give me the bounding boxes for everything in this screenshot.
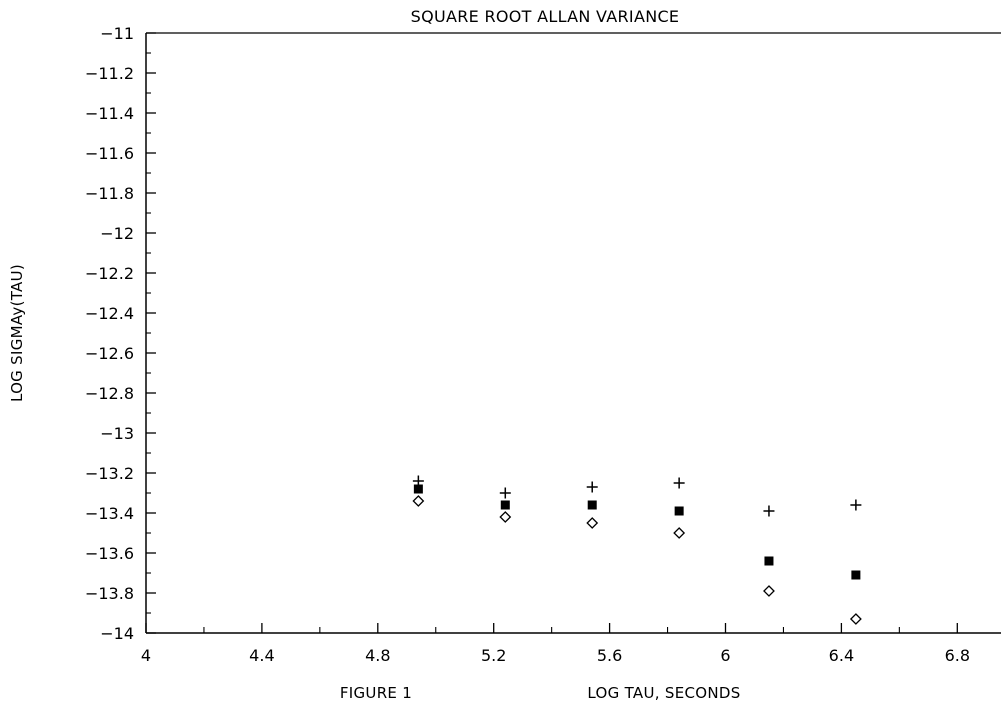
open-diamond-marker <box>763 585 775 597</box>
x-tick-label: 5.2 <box>481 646 506 665</box>
open-diamond-marker <box>499 511 512 523</box>
open-diamond-marker <box>412 495 425 507</box>
y-tick-label: −12.8 <box>85 384 134 403</box>
y-tick-label: −14 <box>100 624 134 643</box>
plus-marker <box>850 499 862 511</box>
y-tick-label: −13 <box>100 424 134 443</box>
x-tick-label: 6 <box>720 646 730 665</box>
y-tick-label: −11.4 <box>85 104 134 123</box>
y-axis-ticks: −11 −11.2 −11.4 −11.6 −11.8 −12 −12.2 −12.4 −12.… <box>85 24 156 643</box>
plus-marker <box>499 487 511 499</box>
y-tick-label: −11.2 <box>85 64 134 83</box>
x-tick-label: 6.8 <box>945 646 970 665</box>
open-diamond-marker <box>849 613 862 625</box>
y-tick-label: −12 <box>100 224 134 243</box>
x-tick-label: 4.4 <box>249 646 274 665</box>
filled-square-marker <box>413 484 423 494</box>
y-tick-label: −13.6 <box>85 544 134 563</box>
x-tick-label: 6.4 <box>829 646 854 665</box>
figure-label: FIGURE 1 <box>340 684 412 702</box>
data-markers <box>412 475 862 625</box>
y-tick-label: −11.8 <box>85 184 134 203</box>
x-tick-label: 5.6 <box>597 646 622 665</box>
x-tick-label: 4 <box>141 646 151 665</box>
open-diamond-marker <box>586 517 599 529</box>
y-tick-label: −13.4 <box>85 504 134 523</box>
filled-square-marker <box>851 570 861 580</box>
plus-marker <box>673 477 685 489</box>
filled-square-marker <box>764 556 774 566</box>
y-tick-label: −12.2 <box>85 264 134 283</box>
y-tick-label: −13.8 <box>85 584 134 603</box>
y-tick-label: −12.6 <box>85 344 134 363</box>
open-diamond-marker <box>673 527 686 539</box>
y-axis-label: LOG SIGMAy(TAU) <box>8 264 26 402</box>
filled-square-marker <box>500 500 510 510</box>
plot-frame <box>145 32 1001 634</box>
plus-marker <box>763 505 775 517</box>
x-tick-label: 4.8 <box>365 646 390 665</box>
y-tick-label: −11 <box>100 24 134 43</box>
plus-marker <box>586 481 598 493</box>
filled-square-marker <box>674 506 684 516</box>
filled-square-marker <box>587 500 597 510</box>
y-tick-label: −11.6 <box>85 144 134 163</box>
x-axis-ticks: 4 4.4 4.8 5.2 5.6 6 6.4 6.8 <box>141 623 970 665</box>
y-tick-label: −13.2 <box>85 464 134 483</box>
x-axis-label: LOG TAU, SECONDS <box>587 684 740 702</box>
y-tick-label: −12.4 <box>85 304 134 323</box>
chart-title: SQUARE ROOT ALLAN VARIANCE <box>411 7 680 26</box>
